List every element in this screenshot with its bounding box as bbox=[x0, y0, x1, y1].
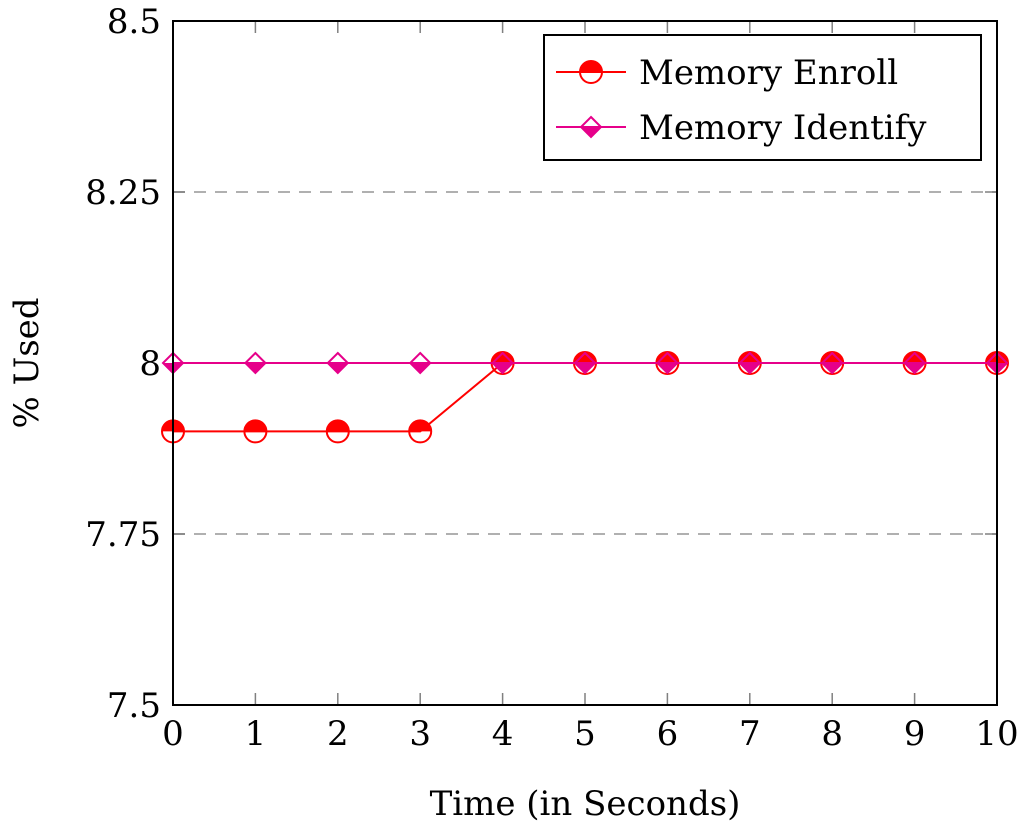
x-tick-label: 0 bbox=[162, 714, 184, 754]
identify-point-marker bbox=[903, 351, 927, 375]
identify-point-marker bbox=[820, 351, 844, 375]
y-tick-label: 7.75 bbox=[85, 515, 161, 555]
y-tick-label: 8.25 bbox=[85, 173, 161, 213]
identify-point-marker bbox=[326, 351, 350, 375]
legend-box bbox=[543, 34, 982, 161]
legend-label: Memory Enroll bbox=[639, 53, 898, 93]
enroll-point-marker bbox=[408, 419, 433, 444]
enroll-point-marker bbox=[579, 60, 603, 84]
x-tick-label: 8 bbox=[821, 714, 843, 754]
identify-point-marker bbox=[573, 351, 597, 375]
x-tick-label: 7 bbox=[739, 714, 761, 754]
x-axis-title: Time (in Seconds) bbox=[430, 784, 741, 824]
y-axis-title: % Used bbox=[7, 297, 47, 428]
x-tick-labels: 0 1 2 3 4 5 6 7 8 9 10 bbox=[162, 714, 1018, 754]
legend: Memory Enroll Memory Identify bbox=[543, 34, 982, 161]
identify-point-marker bbox=[738, 351, 762, 375]
x-tick-label: 4 bbox=[492, 714, 514, 754]
y-tick-labels: 7.5 7.75 8 8.25 8.5 bbox=[85, 2, 161, 726]
x-tick-label: 1 bbox=[245, 714, 267, 754]
x-tick-label: 10 bbox=[975, 714, 1018, 754]
enroll-point-marker bbox=[243, 419, 268, 444]
legend-label: Memory Identify bbox=[639, 108, 927, 148]
identify-point-marker bbox=[655, 351, 679, 375]
plot-frame bbox=[172, 20, 998, 706]
identify-point-marker bbox=[579, 115, 603, 139]
y-tick-label: 8 bbox=[139, 344, 161, 384]
legend-item-memory-identify: Memory Identify bbox=[556, 108, 927, 148]
y-tick-label: 7.5 bbox=[107, 686, 161, 726]
x-tick-label: 6 bbox=[657, 714, 679, 754]
x-tick-label: 9 bbox=[904, 714, 926, 754]
enroll-point-marker bbox=[325, 419, 350, 444]
identify-point-marker bbox=[408, 351, 432, 375]
y-tick-label: 8.5 bbox=[107, 2, 161, 42]
x-tick-label: 3 bbox=[409, 714, 431, 754]
x-tick-label: 5 bbox=[574, 714, 596, 754]
identify-point-marker bbox=[243, 351, 267, 375]
legend-item-memory-enroll: Memory Enroll bbox=[556, 53, 898, 93]
x-tick-label: 2 bbox=[327, 714, 349, 754]
identify-point-marker bbox=[491, 351, 515, 375]
series-layer bbox=[161, 351, 1009, 444]
